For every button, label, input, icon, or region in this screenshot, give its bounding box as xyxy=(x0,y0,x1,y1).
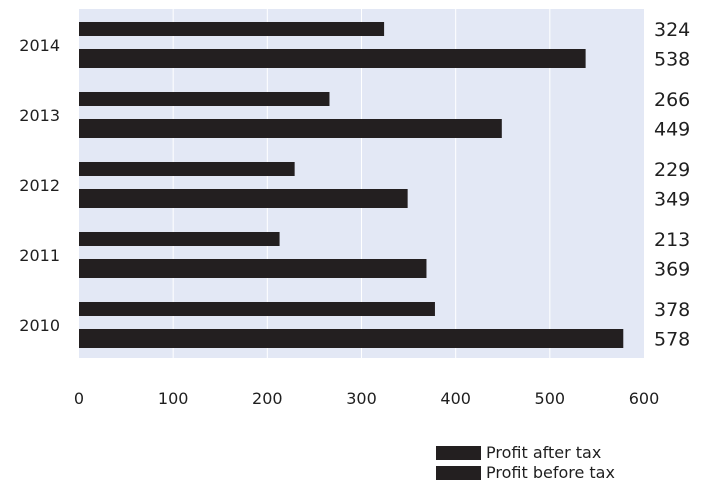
legend-item-profit-after-tax: Profit after tax xyxy=(436,444,696,462)
data-label-2013-before-tax: 449 xyxy=(654,119,690,141)
bar-2014-before-tax xyxy=(79,49,586,68)
legend-swatch-profit-after-tax xyxy=(436,446,481,460)
legend: Profit after tax Profit before tax xyxy=(436,444,696,484)
bar-2014-after-tax xyxy=(79,22,385,36)
legend-item-profit-before-tax: Profit before tax xyxy=(436,464,696,482)
legend-label-profit-before-tax: Profit before tax xyxy=(486,463,615,482)
legend-label-profit-after-tax: Profit after tax xyxy=(486,443,602,462)
data-label-2010-before-tax: 578 xyxy=(654,329,690,351)
bar-2013-after-tax xyxy=(79,92,330,106)
x-tick-label-200: 200 xyxy=(252,389,283,408)
x-tick-label-100: 100 xyxy=(158,389,189,408)
data-label-2014-before-tax: 538 xyxy=(654,49,690,71)
data-label-2011-after-tax: 213 xyxy=(654,229,690,251)
category-label-2011: 2011 xyxy=(19,246,60,265)
data-label-2014-after-tax: 324 xyxy=(654,19,690,41)
x-tick-label-500: 500 xyxy=(535,389,566,408)
category-label-2013: 2013 xyxy=(19,106,60,125)
category-label-2014: 2014 xyxy=(19,36,60,55)
data-label-2011-before-tax: 369 xyxy=(654,259,690,281)
data-label-2012-before-tax: 349 xyxy=(654,189,690,211)
x-tick-label-0: 0 xyxy=(74,389,84,408)
category-label-2010: 2010 xyxy=(19,316,60,335)
data-label-2013-after-tax: 266 xyxy=(654,89,690,111)
data-label-2010-after-tax: 378 xyxy=(654,299,690,321)
bar-2013-before-tax xyxy=(79,119,502,138)
x-tick-label-300: 300 xyxy=(346,389,377,408)
category-label-2012: 2012 xyxy=(19,176,60,195)
bar-2011-before-tax xyxy=(79,259,427,278)
bar-2010-after-tax xyxy=(79,302,435,316)
legend-swatch-profit-before-tax xyxy=(436,466,481,480)
data-label-2012-after-tax: 229 xyxy=(654,159,690,181)
bar-2010-before-tax xyxy=(79,329,624,348)
bar-2012-before-tax xyxy=(79,189,408,208)
bar-2012-after-tax xyxy=(79,162,295,176)
x-tick-label-400: 400 xyxy=(440,389,471,408)
bar-2011-after-tax xyxy=(79,232,280,246)
x-tick-label-600: 600 xyxy=(629,389,660,408)
